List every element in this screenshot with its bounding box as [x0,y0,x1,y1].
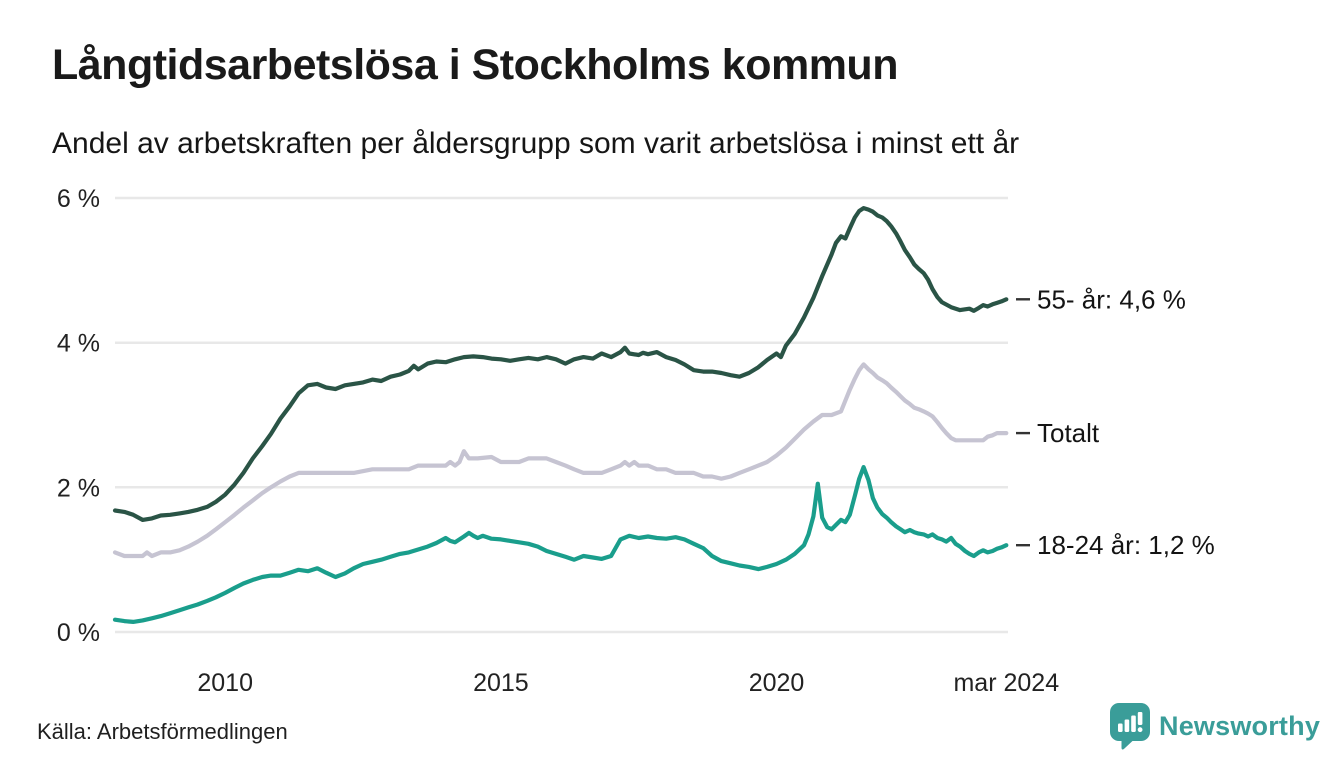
y-tick-label: 2 % [57,474,100,502]
series-end-label-55-plus: 55- år: 4,6 % [1037,284,1186,314]
series-line-55-plus [112,206,1009,523]
page-title: Långtidsarbetslösa i Stockholms kommun [52,41,898,89]
x-tick-label: 2010 [197,669,253,697]
page-subtitle: Andel av arbetskraften per åldersgrupp s… [52,127,1020,160]
logo-bars [1118,712,1143,733]
x-tick-label: 2015 [473,669,529,697]
newsworthy-bubble-chart-icon [1110,703,1150,750]
series-end-label-18-24: 18-24 år: 1,2 % [1037,530,1215,560]
series-end-label-totalt: Totalt [1037,418,1100,448]
source-note: Källa: Arbetsförmedlingen [37,719,288,744]
y-tick-label: 0 % [57,619,100,647]
series-line-18-24 [112,465,1009,625]
newsworthy-wordmark: Newsworthy [1159,711,1321,741]
series-line-totalt [112,362,1009,559]
y-tick-label: 6 % [57,185,100,213]
x-tick-label: 2020 [749,669,805,697]
newsworthy-logo: Newsworthy [1110,703,1320,750]
y-tick-label: 4 % [57,330,100,358]
x-tick-label: mar 2024 [953,669,1059,697]
